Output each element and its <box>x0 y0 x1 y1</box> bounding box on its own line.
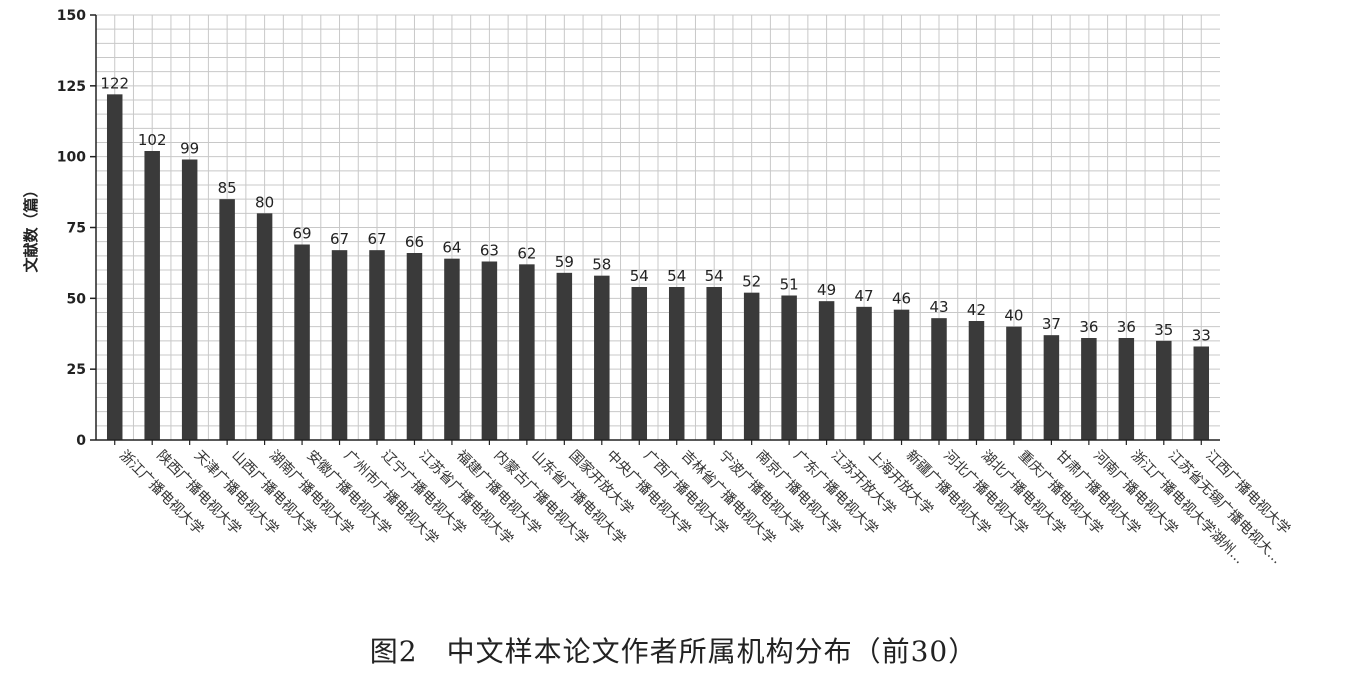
data-label: 37 <box>1042 315 1061 333</box>
figure-caption: 图2 中文样本论文作者所属机构分布（前30） <box>369 635 978 668</box>
bar <box>256 213 273 440</box>
data-label: 35 <box>1154 321 1173 339</box>
y-tick-label: 100 <box>57 150 86 166</box>
data-label: 47 <box>855 287 874 305</box>
bar <box>1118 338 1135 440</box>
data-label: 40 <box>1004 307 1023 325</box>
bar <box>706 287 722 440</box>
bar <box>1006 326 1022 440</box>
bar <box>106 94 123 440</box>
data-label: 33 <box>1192 327 1211 345</box>
data-label: 99 <box>180 140 199 158</box>
bar <box>181 159 198 440</box>
data-label: 52 <box>742 273 761 291</box>
data-label: 46 <box>892 290 911 308</box>
data-label: 69 <box>293 225 312 243</box>
bar-chart: 122 102 99 85 80 69 67 67 66 64 63 62 59 58 54 54 54 52 51… <box>22 8 1293 567</box>
bar <box>631 287 648 440</box>
bar <box>294 244 310 440</box>
bars <box>106 94 1210 440</box>
y-tick-label: 25 <box>67 362 86 378</box>
y-tick-label: 75 <box>67 221 86 237</box>
data-label: 36 <box>1079 318 1098 336</box>
bar <box>1043 335 1060 440</box>
data-label: 63 <box>480 242 499 260</box>
bar <box>331 250 348 440</box>
data-label: 62 <box>517 244 536 262</box>
bar <box>818 301 835 440</box>
bar <box>931 318 947 440</box>
bar <box>444 258 460 440</box>
bar <box>406 253 423 440</box>
bar <box>481 261 498 440</box>
bar <box>743 292 760 440</box>
bar <box>519 264 535 440</box>
data-label: 66 <box>405 233 424 251</box>
data-label: 67 <box>330 230 349 248</box>
bar <box>594 275 610 440</box>
data-label: 42 <box>967 301 986 319</box>
data-label: 102 <box>138 131 167 149</box>
data-label: 67 <box>367 230 386 248</box>
data-label: 122 <box>100 74 129 92</box>
y-tick-label: 125 <box>57 79 86 95</box>
bar <box>893 309 910 440</box>
bar <box>144 151 160 440</box>
data-label: 80 <box>255 193 274 211</box>
data-label: 36 <box>1117 318 1136 336</box>
data-label: 54 <box>705 267 724 285</box>
y-tick-label: 50 <box>67 291 87 307</box>
bar <box>668 287 685 440</box>
labels: 122 102 99 85 80 69 67 67 66 64 63 62 59 58 54 54 54 52 51… <box>22 8 1293 567</box>
y-axis-title: 文献数（篇） <box>22 182 40 272</box>
y-tick-label: 150 <box>57 8 86 24</box>
data-label: 54 <box>667 267 686 285</box>
axes <box>90 14 1220 445</box>
data-label: 51 <box>780 276 799 294</box>
bar <box>556 272 573 440</box>
data-label: 64 <box>442 239 461 257</box>
data-label: 43 <box>929 298 948 316</box>
bar <box>856 306 872 440</box>
bar <box>219 199 235 440</box>
data-label: 54 <box>630 267 649 285</box>
data-label: 49 <box>817 281 836 299</box>
data-label: 59 <box>555 253 574 271</box>
bar <box>781 295 797 440</box>
bar <box>1193 346 1210 440</box>
bar <box>1081 338 1097 440</box>
bar <box>1156 340 1172 440</box>
x-tick-label: 国家开放大学 <box>566 447 637 518</box>
bar <box>369 250 385 440</box>
bar <box>968 321 985 440</box>
data-label: 58 <box>592 256 611 274</box>
data-label: 85 <box>218 179 237 197</box>
y-tick-label: 0 <box>76 433 86 449</box>
